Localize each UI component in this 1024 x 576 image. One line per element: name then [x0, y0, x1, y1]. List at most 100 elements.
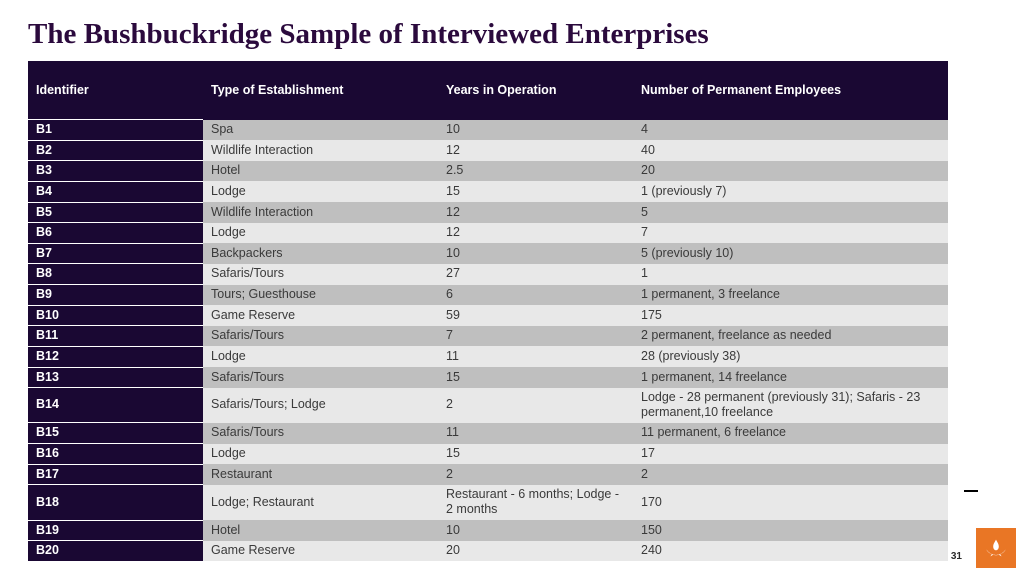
- cell-employees: 1 permanent, 3 freelance: [633, 285, 948, 306]
- brand-logo: [976, 528, 1016, 568]
- cell-type: Lodge: [203, 346, 438, 367]
- cell-type: Safaris/Tours: [203, 367, 438, 388]
- table-header-row: Identifier Type of Establishment Years i…: [28, 61, 948, 120]
- table-row: B15Safaris/Tours1111 permanent, 6 freela…: [28, 423, 948, 444]
- cell-years: 12: [438, 223, 633, 244]
- cell-employees: 5: [633, 202, 948, 223]
- cell-years: 2: [438, 388, 633, 423]
- cell-type: Wildlife Interaction: [203, 202, 438, 223]
- cell-identifier: B6: [28, 223, 203, 244]
- col-header-identifier: Identifier: [28, 61, 203, 120]
- cell-identifier: B10: [28, 305, 203, 326]
- cell-years: 20: [438, 541, 633, 562]
- cell-identifier: B19: [28, 520, 203, 541]
- cell-type: Backpackers: [203, 243, 438, 264]
- cell-type: Tours; Guesthouse: [203, 285, 438, 306]
- cell-identifier: B18: [28, 485, 203, 520]
- cell-years: 27: [438, 264, 633, 285]
- cell-identifier: B2: [28, 140, 203, 161]
- table-row: B14Safaris/Tours; Lodge2Lodge - 28 perma…: [28, 388, 948, 423]
- table-row: B11Safaris/Tours72 permanent, freelance …: [28, 326, 948, 347]
- cell-identifier: B4: [28, 181, 203, 202]
- cell-employees: 1 (previously 7): [633, 181, 948, 202]
- page-title: The Bushbuckridge Sample of Interviewed …: [0, 0, 1024, 61]
- cell-type: Lodge; Restaurant: [203, 485, 438, 520]
- cell-employees: 2: [633, 464, 948, 485]
- table-row: B18Lodge; RestaurantRestaurant - 6 month…: [28, 485, 948, 520]
- table-row: B8Safaris/Tours271: [28, 264, 948, 285]
- decorative-dash: [964, 490, 978, 492]
- cell-identifier: B20: [28, 541, 203, 562]
- cell-years: 10: [438, 120, 633, 141]
- table-row: B3Hotel2.520: [28, 161, 948, 182]
- table-row: B1Spa104: [28, 120, 948, 141]
- page-number: 31: [951, 551, 962, 562]
- cell-type: Wildlife Interaction: [203, 140, 438, 161]
- cell-type: Lodge: [203, 181, 438, 202]
- cell-type: Safaris/Tours: [203, 423, 438, 444]
- cell-identifier: B12: [28, 346, 203, 367]
- cell-type: Safaris/Tours: [203, 326, 438, 347]
- enterprises-table: Identifier Type of Establishment Years i…: [28, 61, 948, 562]
- cell-years: 59: [438, 305, 633, 326]
- cell-years: 11: [438, 346, 633, 367]
- cell-years: 2: [438, 464, 633, 485]
- cell-identifier: B11: [28, 326, 203, 347]
- table-row: B6Lodge127: [28, 223, 948, 244]
- cell-type: Hotel: [203, 161, 438, 182]
- table-row: B16Lodge1517: [28, 444, 948, 465]
- cell-identifier: B13: [28, 367, 203, 388]
- cell-years: 12: [438, 202, 633, 223]
- table-container: Identifier Type of Establishment Years i…: [0, 61, 1024, 562]
- cell-identifier: B3: [28, 161, 203, 182]
- cell-years: Restaurant - 6 months; Lodge - 2 months: [438, 485, 633, 520]
- table-row: B17Restaurant22: [28, 464, 948, 485]
- cell-years: 15: [438, 367, 633, 388]
- cell-employees: 4: [633, 120, 948, 141]
- cell-type: Lodge: [203, 223, 438, 244]
- cell-employees: 20: [633, 161, 948, 182]
- cell-years: 10: [438, 520, 633, 541]
- cell-type: Safaris/Tours: [203, 264, 438, 285]
- logo-icon: [982, 534, 1010, 562]
- cell-type: Game Reserve: [203, 541, 438, 562]
- cell-employees: 2 permanent, freelance as needed: [633, 326, 948, 347]
- cell-identifier: B1: [28, 120, 203, 141]
- table-row: B2Wildlife Interaction1240: [28, 140, 948, 161]
- col-header-employees: Number of Permanent Employees: [633, 61, 948, 120]
- cell-identifier: B7: [28, 243, 203, 264]
- cell-employees: 170: [633, 485, 948, 520]
- cell-years: 12: [438, 140, 633, 161]
- table-row: B5Wildlife Interaction125: [28, 202, 948, 223]
- cell-employees: 175: [633, 305, 948, 326]
- table-row: B7Backpackers105 (previously 10): [28, 243, 948, 264]
- cell-type: Lodge: [203, 444, 438, 465]
- cell-years: 6: [438, 285, 633, 306]
- cell-employees: Lodge - 28 permanent (previously 31); Sa…: [633, 388, 948, 423]
- cell-identifier: B9: [28, 285, 203, 306]
- table-row: B9Tours; Guesthouse61 permanent, 3 freel…: [28, 285, 948, 306]
- table-row: B13Safaris/Tours151 permanent, 14 freela…: [28, 367, 948, 388]
- table-row: B12Lodge1128 (previously 38): [28, 346, 948, 367]
- cell-employees: 40: [633, 140, 948, 161]
- table-row: B20Game Reserve20240: [28, 541, 948, 562]
- cell-years: 7: [438, 326, 633, 347]
- cell-years: 11: [438, 423, 633, 444]
- col-header-years: Years in Operation: [438, 61, 633, 120]
- cell-employees: 7: [633, 223, 948, 244]
- col-header-type: Type of Establishment: [203, 61, 438, 120]
- table-row: B10Game Reserve59175: [28, 305, 948, 326]
- cell-identifier: B17: [28, 464, 203, 485]
- cell-type: Game Reserve: [203, 305, 438, 326]
- table-row: B4Lodge151 (previously 7): [28, 181, 948, 202]
- cell-employees: 150: [633, 520, 948, 541]
- cell-years: 15: [438, 181, 633, 202]
- table-row: B19Hotel10150: [28, 520, 948, 541]
- cell-employees: 5 (previously 10): [633, 243, 948, 264]
- cell-employees: 240: [633, 541, 948, 562]
- cell-employees: 17: [633, 444, 948, 465]
- cell-identifier: B5: [28, 202, 203, 223]
- cell-type: Restaurant: [203, 464, 438, 485]
- cell-type: Safaris/Tours; Lodge: [203, 388, 438, 423]
- cell-identifier: B8: [28, 264, 203, 285]
